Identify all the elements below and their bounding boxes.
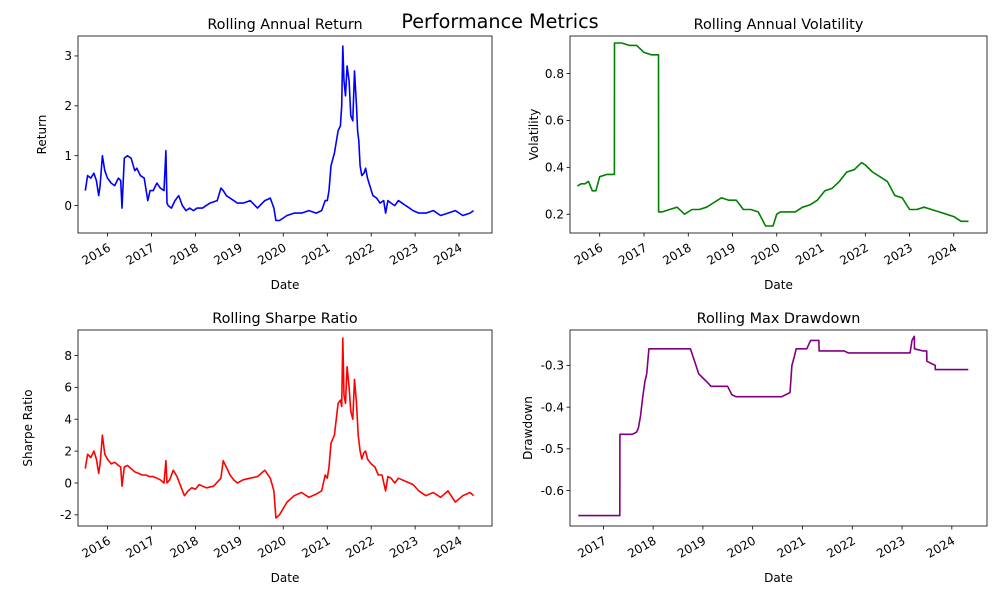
x-tick-label: 2024	[926, 240, 959, 267]
x-tick-label: 2018	[167, 533, 200, 560]
x-tick-label: 2022	[343, 240, 376, 267]
y-tick-label: 6	[64, 381, 72, 395]
y-tick-label: -0.6	[541, 484, 564, 498]
y-tick-label: 4	[64, 413, 72, 427]
x-tick-label: 2020	[255, 240, 288, 267]
x-tick-label: 2017	[616, 240, 649, 267]
plot-title: Rolling Annual Volatility	[694, 17, 864, 33]
y-tick-label: 0.8	[545, 67, 564, 81]
x-tick-label: 2020	[725, 533, 758, 560]
y-tick-label: 3	[64, 49, 72, 63]
panel-rolling-max-drawdown: -0.6 -0.5 -0.4 -0.3 2017 2018 2019 2020 2021 2022…	[521, 311, 988, 585]
x-tick-label: 2024	[431, 240, 464, 267]
panel-rolling-sharpe-ratio: -2 0 2 4 6 8 2016 2017 2018 2019 2020 2021 2022 2023 2…	[21, 311, 493, 585]
x-tick-label: 2023	[882, 240, 915, 267]
y-tick-label: 0	[64, 199, 72, 213]
y-tick-label: 8	[64, 349, 72, 363]
x-tick-label: 2021	[775, 533, 808, 560]
x-tick-label: 2023	[387, 533, 420, 560]
y-tick-label: 1	[64, 149, 72, 163]
y-tick-label: 2	[64, 99, 72, 113]
y-tick-label: 0.4	[545, 161, 564, 175]
x-tick-label: 2019	[705, 240, 738, 267]
x-tick-label: 2022	[837, 240, 870, 267]
y-tick-label: -0.5	[541, 442, 564, 456]
x-tick-label: 2022	[824, 533, 857, 560]
x-tick-label: 2019	[211, 240, 244, 267]
y-tick-label: -2	[60, 508, 72, 522]
plot-title: Rolling Sharpe Ratio	[212, 311, 358, 327]
panel-rolling-annual-return: 0 1 2 3 2016 2017 2018 2019 2020 2021 2022 2023 2024…	[35, 17, 493, 292]
x-tick-label: 2017	[124, 240, 157, 267]
x-tick-label: 2020	[255, 533, 288, 560]
x-tick-label: 2024	[924, 533, 957, 560]
x-tick-label: 2021	[299, 240, 332, 267]
figure-title: Performance Metrics	[401, 10, 598, 33]
x-tick-label: 2016	[572, 240, 605, 267]
x-tick-label: 2023	[387, 240, 420, 267]
x-tick-label: 2024	[431, 533, 464, 560]
series-line-rolling-sharpe-ratio-0	[84, 337, 475, 519]
x-tick-label: 2016	[80, 533, 113, 560]
x-tick-label: 2021	[299, 533, 332, 560]
series-line-rolling-annual-return-0	[84, 45, 475, 222]
y-axis-label: Return	[35, 115, 49, 155]
y-tick-label: 2	[64, 444, 72, 458]
x-tick-label: 2017	[575, 533, 608, 560]
y-tick-label: 0.2	[545, 208, 564, 222]
axes-frame	[77, 329, 493, 527]
x-tick-label: 2022	[343, 533, 376, 560]
x-tick-label: 2023	[874, 533, 907, 560]
y-tick-label: -0.3	[541, 359, 564, 373]
y-axis-label: Sharpe Ratio	[21, 389, 35, 466]
x-tick-label: 2016	[80, 240, 113, 267]
x-tick-label: 2018	[625, 533, 658, 560]
plot-title: Rolling Annual Return	[207, 17, 362, 33]
x-tick-label: 2017	[124, 533, 157, 560]
panel-rolling-annual-volatility: 0.2 0.4 0.6 0.8 2016 2017 2018 2019 2020 2021 2022…	[527, 17, 988, 292]
axes-frame	[569, 35, 988, 234]
axes-frame	[569, 329, 988, 527]
x-axis-label: Date	[271, 571, 300, 585]
x-axis-label: Date	[764, 278, 793, 292]
x-tick-label: 2020	[749, 240, 782, 267]
x-tick-label: 2019	[675, 533, 708, 560]
y-axis-label: Drawdown	[521, 396, 535, 460]
x-tick-label: 2018	[660, 240, 693, 267]
y-tick-label: 0	[64, 476, 72, 490]
y-tick-label: 0.6	[545, 114, 564, 128]
plot-title: Rolling Max Drawdown	[697, 311, 861, 327]
x-axis-label: Date	[764, 571, 793, 585]
series-line-rolling-max-drawdown-0	[578, 335, 969, 517]
series-line-rolling-annual-volatility-0	[576, 42, 969, 227]
x-axis-label: Date	[271, 278, 300, 292]
x-tick-label: 2021	[793, 240, 826, 267]
y-tick-label: -0.4	[541, 400, 564, 414]
axes-frame	[77, 35, 493, 234]
y-axis-label: Volatility	[527, 109, 541, 161]
x-tick-label: 2019	[211, 533, 244, 560]
x-tick-label: 2018	[167, 240, 200, 267]
